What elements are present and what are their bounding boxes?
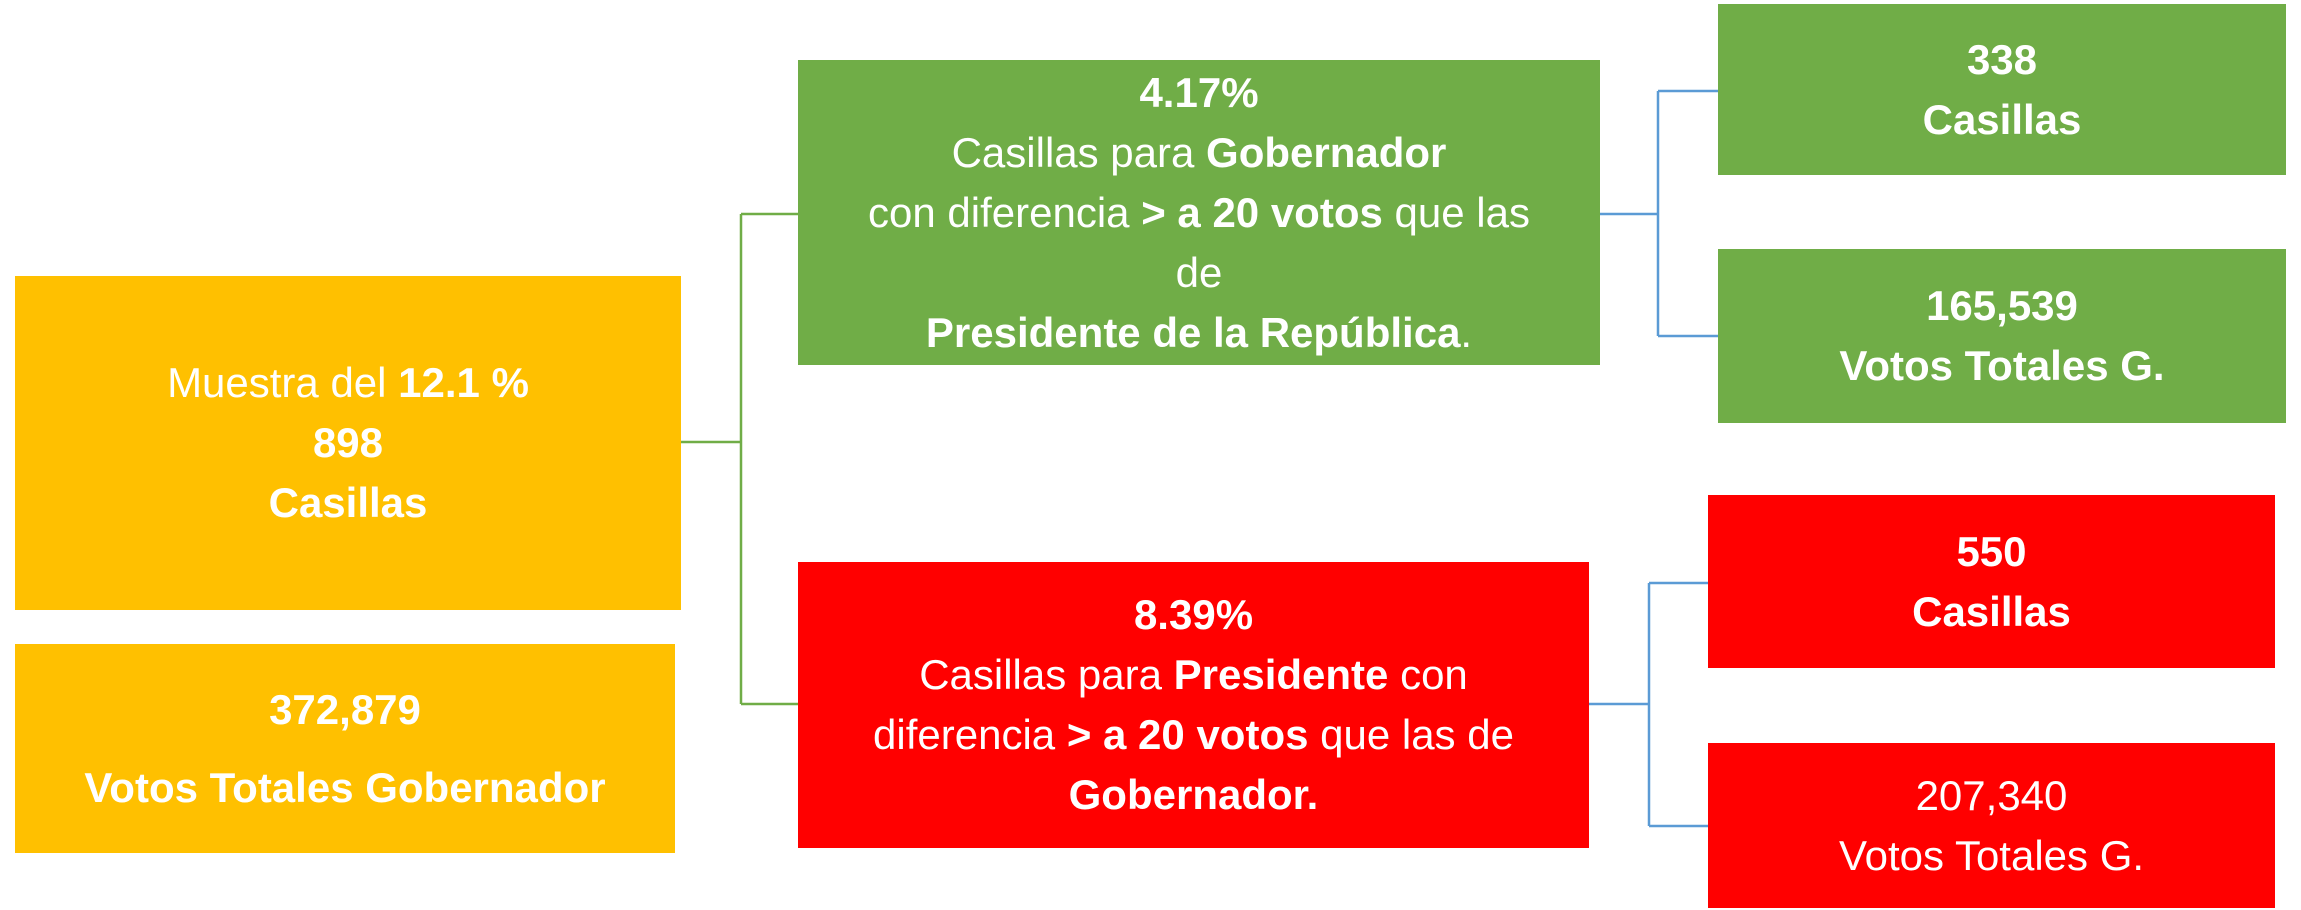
text-segment: Presidente de la República xyxy=(925,308,1461,356)
text-line: Gobernador. xyxy=(1069,765,1319,825)
text-segment: Votos Totales G. xyxy=(1838,831,2145,879)
text-line: de xyxy=(1176,243,1223,303)
text-line: Casillas xyxy=(1912,582,2071,642)
total-votes-box: 372,879 Votos Totales Gobernador xyxy=(15,644,675,853)
text-segment: > a 20 votos xyxy=(1066,711,1309,758)
text-segment: 207,340 xyxy=(1915,771,2068,819)
text-line: Presidente de la República. xyxy=(926,303,1472,363)
red-casillas-box: 550 Casillas xyxy=(1708,495,2275,668)
text-segment: 4.17% xyxy=(1139,68,1259,116)
text-segment: Votos Totales Gobernador xyxy=(84,763,606,811)
text-line: 898 xyxy=(313,413,383,473)
text-segment: Gobernador xyxy=(1206,128,1447,176)
text-segment: Casillas para xyxy=(919,651,1174,698)
text-line: Casillas xyxy=(1923,90,2082,150)
text-segment: con diferencia xyxy=(868,188,1142,236)
red-votes-box: 207,340 Votos Totales G. xyxy=(1708,743,2275,908)
connector-red xyxy=(1589,581,1708,828)
text-segment: que las de xyxy=(1308,711,1514,758)
text-line: 165,539 xyxy=(1926,276,2078,336)
text-segment: 8.39% xyxy=(1133,591,1254,638)
text-segment: 372,879 xyxy=(269,685,421,733)
text-segment: > a 20 votos xyxy=(1141,188,1383,236)
text-line: 550 xyxy=(1956,522,2026,582)
text-segment: Casillas xyxy=(1912,587,2071,635)
text-segment: 165,539 xyxy=(1926,282,2078,329)
text-line: 8.39% xyxy=(1134,585,1253,645)
text-segment: diferencia xyxy=(873,711,1067,758)
text-line: Votos Totales G. xyxy=(1839,336,2164,396)
text-line: Casillas xyxy=(269,473,428,533)
text-line: 207,340 xyxy=(1916,766,2068,826)
text-line: 372,879 xyxy=(269,680,421,740)
text-segment: con xyxy=(1388,651,1468,698)
green-casillas-box: 338 Casillas xyxy=(1718,4,2286,175)
text-line: Casillas para Presidente con xyxy=(919,645,1468,705)
text-segment: Muestra del xyxy=(167,359,399,406)
text-segment: 12.1 % xyxy=(398,359,529,406)
text-segment: Gobernador. xyxy=(1068,771,1319,818)
text-segment: Casillas xyxy=(1922,95,2082,143)
text-segment: Presidente xyxy=(1173,651,1389,698)
text-segment: Votos Totales G. xyxy=(1839,342,2165,389)
text-line: 338 xyxy=(1967,30,2037,90)
text-segment: 550 xyxy=(1956,527,2027,575)
president-box: 8.39% Casillas para Presidente con diferen… xyxy=(798,562,1589,848)
text-line: Casillas para Gobernador xyxy=(952,123,1447,183)
text-segment: que las xyxy=(1382,188,1530,236)
sample-box: Muestra del 12.1 % 898 Casillas xyxy=(15,276,681,610)
green-votes-box: 165,539 Votos Totales G. xyxy=(1718,249,2286,423)
text-segment: . xyxy=(1460,308,1473,356)
text-line: Muestra del 12.1 % xyxy=(167,353,529,413)
text-segment: Casillas xyxy=(268,479,428,526)
connector-main xyxy=(681,212,798,706)
governor-box: 4.17% Casillas para Gobernador con diferen… xyxy=(798,60,1600,365)
text-segment: de xyxy=(1175,248,1223,296)
text-segment: 898 xyxy=(312,419,384,466)
text-line: diferencia > a 20 votos que las de xyxy=(873,705,1514,765)
text-line: 4.17% xyxy=(1139,63,1258,123)
text-line: Votos Totales G. xyxy=(1839,826,2144,886)
connector-green xyxy=(1600,89,1718,338)
text-line: con diferencia > a 20 votos que las xyxy=(868,183,1530,243)
text-segment: 338 xyxy=(1966,35,2038,83)
text-segment: Casillas para xyxy=(951,128,1207,176)
text-line: Votos Totales Gobernador xyxy=(84,758,605,818)
